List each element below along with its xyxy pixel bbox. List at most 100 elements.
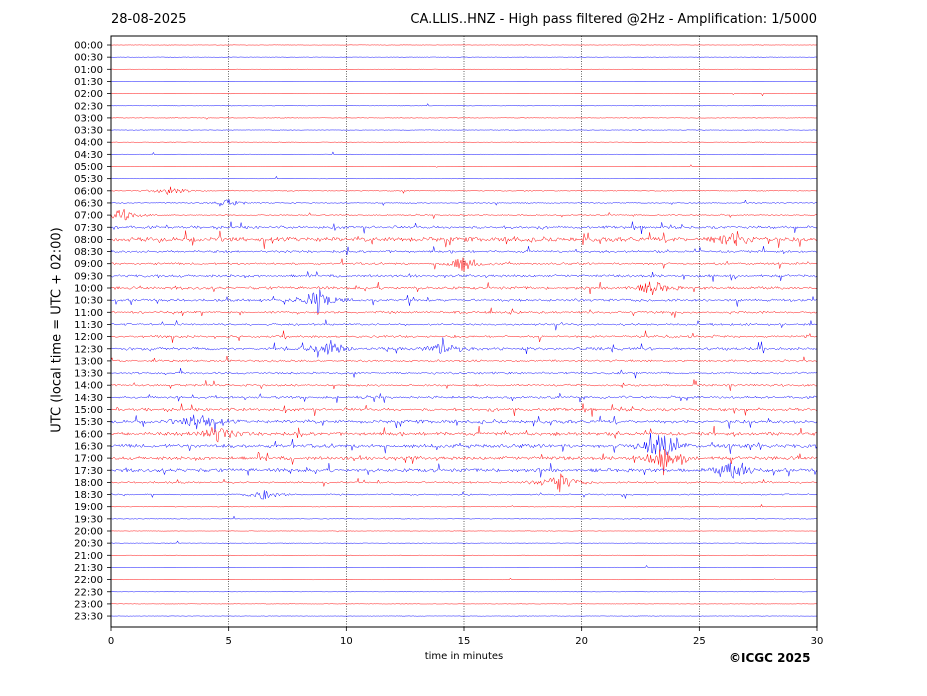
- y-tick-label: 19:00: [74, 502, 103, 513]
- x-tick-label: 30: [811, 636, 824, 647]
- trace-0500: [111, 164, 818, 168]
- y-tick-label: 00:00: [74, 41, 103, 52]
- x-tick-label: 5: [225, 636, 231, 647]
- x-tick-label: 0: [108, 636, 114, 647]
- trace-2000: [110, 530, 818, 533]
- trace-2230: [110, 591, 818, 593]
- trace-0230: [110, 102, 818, 107]
- x-tick-label: 25: [693, 636, 706, 647]
- y-tick-label: 03:30: [74, 126, 103, 137]
- trace-2130: [111, 564, 818, 568]
- y-tick-label: 00:30: [74, 53, 103, 64]
- x-tick-label: 10: [340, 636, 353, 647]
- trace-0600: [111, 186, 818, 196]
- trace-1700: [110, 448, 818, 476]
- y-tick-label: 16:00: [74, 429, 103, 440]
- trace-0530: [110, 175, 817, 180]
- y-tick-label: 12:30: [74, 344, 103, 355]
- y-tick-label: 13:00: [74, 356, 103, 367]
- date-label: 28-08-2025: [111, 12, 187, 27]
- trace-2030: [110, 540, 818, 544]
- y-tick-label: 20:00: [74, 527, 103, 538]
- y-tick-label: 06:30: [74, 198, 103, 209]
- trace-0430: [111, 151, 818, 156]
- trace-1130: [110, 319, 818, 331]
- trace-1230: [110, 337, 817, 358]
- trace-1300: [110, 355, 818, 363]
- y-tick-label: 23:00: [74, 599, 103, 610]
- trace-0930: [110, 270, 818, 282]
- trace-1900: [110, 503, 818, 508]
- y-tick-label: 09:00: [74, 259, 103, 270]
- x-tick-label: 15: [458, 636, 471, 647]
- trace-2330: [110, 615, 818, 617]
- trace-0800: [110, 230, 818, 249]
- y-tick-label: 15:30: [74, 417, 103, 428]
- x-tick-label: 20: [575, 636, 588, 647]
- y-tick-label: 11:00: [74, 308, 103, 319]
- trace-1830: [111, 490, 818, 500]
- y-tick-label: 05:00: [74, 162, 103, 173]
- trace-0900: [110, 257, 818, 272]
- vertical-gridlines: [228, 36, 700, 627]
- copyright-label: ©ICGC 2025: [729, 651, 811, 665]
- x-axis: 0 5 10 15 20 25 30: [108, 627, 824, 647]
- y-tick-label: 03:00: [74, 113, 103, 124]
- plot-frame: [110, 35, 818, 628]
- trace-0330: [110, 128, 818, 131]
- trace-1930: [110, 515, 818, 520]
- trace-0830: [110, 246, 818, 255]
- y-tick-label: 15:00: [74, 405, 103, 416]
- trace-1500: [110, 403, 818, 417]
- trace-2200: [110, 577, 818, 581]
- y-tick-label: 21:00: [74, 551, 103, 562]
- y-tick-label: 04:00: [74, 138, 103, 149]
- y-tick-label: 11:30: [74, 320, 103, 331]
- y-tick-label: 17:00: [74, 454, 103, 465]
- trace-0730: [110, 221, 818, 234]
- trace-0400: [110, 141, 818, 143]
- y-tick-label: 17:30: [74, 466, 103, 477]
- x-axis-label: time in minutes: [424, 651, 504, 662]
- trace-1400: [110, 379, 818, 391]
- y-tick-label: 22:30: [74, 587, 103, 598]
- y-tick-label: 05:30: [74, 174, 103, 185]
- y-tick-label: 02:30: [74, 101, 103, 112]
- y-tick-label: 14:30: [74, 393, 103, 404]
- trace-1030: [110, 289, 818, 314]
- chart-title: CA.LLIS..HNZ - High pass filtered @2Hz -…: [410, 12, 817, 27]
- trace-0300: [110, 117, 818, 120]
- trace-1600: [110, 426, 818, 443]
- y-tick-label: 13:30: [74, 369, 103, 380]
- trace-1530: [110, 414, 818, 432]
- trace-1100: [110, 307, 818, 318]
- y-tick-label: 04:30: [74, 150, 103, 161]
- trace-1430: [110, 392, 818, 403]
- y-tick-label: 18:30: [74, 490, 103, 501]
- y-tick-label: 20:30: [74, 539, 103, 550]
- trace-1800: [110, 473, 818, 493]
- y-tick-label: 23:30: [74, 612, 103, 623]
- y-tick-label: 14:00: [74, 381, 103, 392]
- y-tick-label: 10:00: [74, 284, 103, 295]
- y-tick-label: 16:30: [74, 441, 103, 452]
- trace-1630: [110, 433, 818, 456]
- trace-0130: [110, 81, 818, 83]
- trace-1730: [110, 462, 818, 480]
- y-tick-label: 19:30: [74, 514, 103, 525]
- y-tick-label: 22:00: [74, 575, 103, 586]
- y-tick-label: 01:00: [74, 65, 103, 76]
- y-tick-label: 02:00: [74, 89, 103, 100]
- y-tick-label: 06:00: [74, 186, 103, 197]
- y-tick-label: 10:30: [74, 296, 103, 307]
- y-tick-label: 18:00: [74, 478, 103, 489]
- y-tick-label: 07:30: [74, 223, 103, 234]
- y-tick-label: 09:30: [74, 271, 103, 282]
- y-tick-label: 01:30: [74, 77, 103, 88]
- trace-1000: [110, 281, 818, 296]
- trace-1200: [110, 330, 818, 343]
- y-tick-label: 12:00: [74, 332, 103, 343]
- y-tick-label: 07:00: [74, 211, 103, 222]
